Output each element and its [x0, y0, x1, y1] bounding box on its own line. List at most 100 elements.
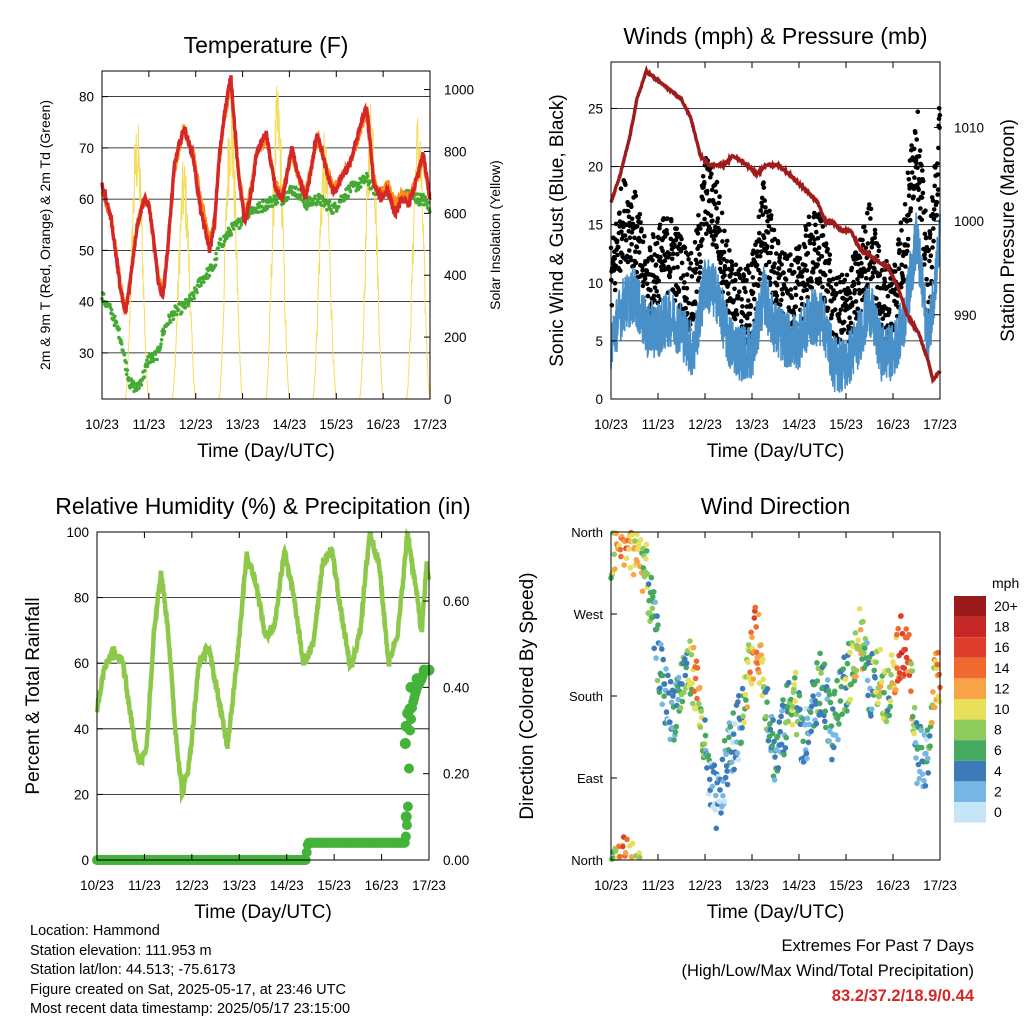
gust-point	[825, 289, 831, 294]
gust-point	[827, 257, 832, 263]
direction-point	[758, 642, 764, 648]
dewpoint-point	[189, 297, 194, 302]
gust-point	[733, 262, 739, 268]
gust-point	[658, 254, 663, 260]
gust-point	[684, 272, 690, 277]
temperature-ytick-label: 70	[79, 141, 94, 156]
direction-point	[723, 751, 729, 758]
direction-point	[788, 696, 794, 703]
direction-point	[748, 629, 754, 636]
gust-point	[787, 268, 793, 273]
gust-point	[712, 201, 718, 207]
temperature-title: Temperature (F)	[184, 32, 349, 58]
gust-point	[779, 262, 784, 267]
direction-point	[722, 774, 729, 781]
direction-point	[670, 693, 676, 699]
direction-point	[808, 703, 815, 710]
gust-point	[735, 294, 741, 299]
humidity-ytick-label: 20	[74, 787, 89, 802]
gust-point	[799, 274, 805, 279]
direction-point	[927, 743, 933, 749]
gust-point	[851, 282, 857, 288]
gust-point	[615, 252, 620, 258]
gust-point	[896, 266, 902, 272]
direction-point	[681, 689, 687, 696]
gust-point	[752, 296, 757, 302]
dewpoint-point	[154, 350, 159, 354]
direction-point	[634, 559, 641, 565]
humidity-y2tick-label: 0.40	[443, 680, 469, 695]
gust-point	[726, 291, 731, 296]
gust-point	[816, 245, 822, 250]
direction-point	[873, 659, 879, 665]
gust-point	[653, 262, 659, 268]
gust-point	[750, 275, 756, 280]
gust-point	[731, 298, 736, 303]
gust-point	[905, 236, 911, 242]
direction-point	[818, 670, 824, 676]
gust-point	[807, 240, 813, 246]
direction-point	[691, 688, 697, 695]
humidity-xtick-label: 13/23	[222, 878, 256, 893]
gust-point	[848, 295, 853, 301]
speed-legend-swatch	[954, 637, 986, 658]
gust-point	[737, 289, 742, 295]
created-text: Figure created on Sat, 2025-05-17, at 23…	[30, 981, 346, 998]
humidity-xtick-label: 11/23	[128, 878, 161, 893]
dewpoint-point	[126, 376, 131, 380]
temperature-xtick-label: 14/23	[273, 417, 307, 432]
gust-point	[920, 178, 926, 184]
gust-point	[767, 208, 772, 214]
gust-point	[923, 208, 928, 213]
gust-point	[654, 289, 659, 294]
rh-line	[94, 527, 432, 805]
dewpoint-point	[423, 195, 428, 199]
sonic-wind-line	[610, 212, 941, 393]
direction-point	[832, 732, 839, 738]
direction-point	[804, 755, 810, 762]
direction-ytick-label: East	[577, 771, 603, 786]
gust-point	[711, 237, 717, 242]
gust-point	[693, 301, 698, 307]
dewpoint-point	[313, 194, 317, 198]
direction-point	[822, 708, 829, 714]
dewpoint-point	[256, 210, 261, 214]
winds-ytick-label: 15	[588, 218, 603, 233]
gust-point	[686, 300, 692, 306]
direction-point	[924, 727, 931, 733]
direction-point	[639, 588, 646, 594]
direction-point	[778, 713, 784, 720]
direction-point	[830, 706, 836, 712]
dewpoint-point	[204, 272, 209, 276]
dewpoint-point	[202, 280, 206, 284]
direction-point	[814, 678, 821, 684]
gust-point	[809, 285, 815, 291]
gust-point	[934, 212, 939, 218]
gust-point	[665, 216, 670, 221]
gust-point	[694, 289, 699, 295]
gust-point	[872, 235, 877, 241]
speed-legend-label: 18	[994, 619, 1010, 635]
humidity-y2tick-label: 0.20	[443, 767, 469, 782]
gust-point	[694, 261, 700, 266]
winds-ytick-label: 20	[588, 160, 603, 175]
direction-xtick-label: 17/23	[923, 878, 957, 893]
dewpoint-point	[145, 364, 150, 369]
gust-point	[632, 189, 638, 195]
gust-point	[916, 187, 921, 193]
winds-xtick-label: 15/23	[829, 417, 863, 432]
direction-point	[911, 704, 918, 711]
speed-legend-swatch	[954, 678, 986, 699]
gust-point	[755, 249, 760, 254]
gust-point	[911, 146, 917, 152]
direction-point	[701, 741, 708, 747]
humidity-xtick-label: 15/23	[317, 878, 351, 893]
gust-point	[629, 230, 635, 235]
direction-point	[829, 756, 835, 763]
direction-point	[872, 689, 879, 695]
direction-point	[735, 699, 741, 705]
direction-point	[887, 698, 894, 704]
direction-point	[914, 780, 920, 787]
dewpoint-point	[191, 293, 196, 298]
dewpoint-point	[155, 357, 159, 362]
